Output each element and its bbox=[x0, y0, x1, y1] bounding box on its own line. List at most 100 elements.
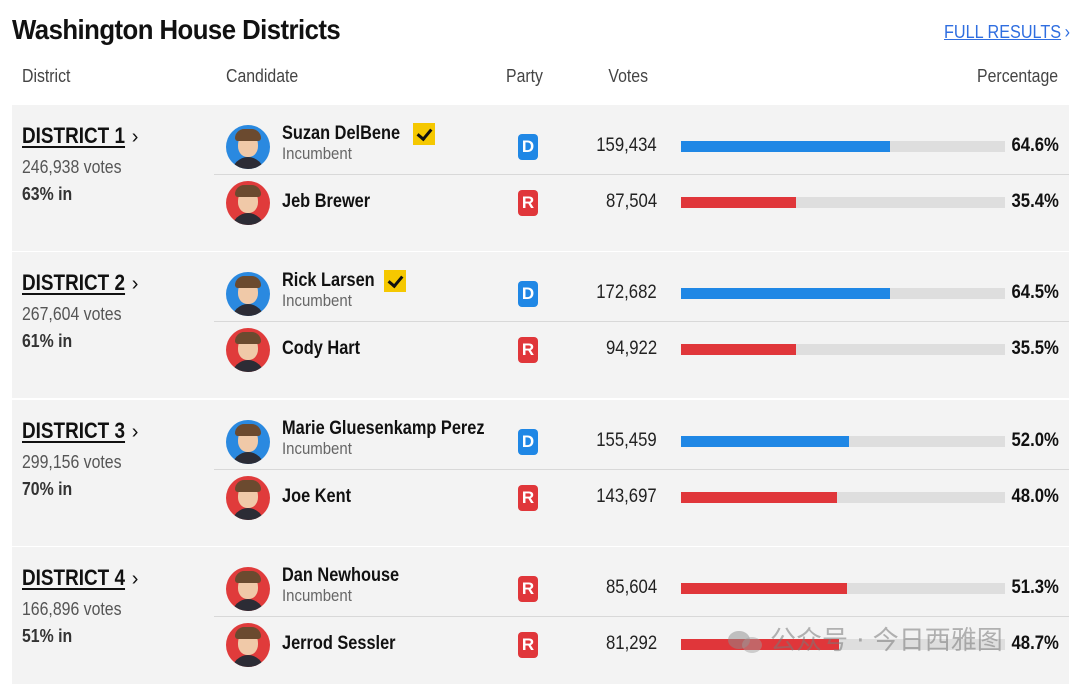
candidate-percentage: 64.5% bbox=[1011, 282, 1059, 303]
candidate-info: Joe Kent bbox=[282, 486, 362, 508]
chevron-right-icon: › bbox=[131, 568, 139, 590]
vote-share-fill bbox=[681, 141, 891, 152]
candidate-row: Marie Gluesenkamp Perez Incumbent D 155,459… bbox=[214, 414, 1069, 470]
district-block: DISTRICT 2 › 267,604 votes 61% in Rick Larse… bbox=[12, 252, 1069, 398]
candidate-percentage: 64.6% bbox=[1011, 135, 1059, 156]
district-link[interactable]: DISTRICT 1 › bbox=[22, 123, 222, 149]
candidate-photo bbox=[226, 420, 270, 464]
vote-share-bar bbox=[681, 344, 1005, 355]
watermark-text: 公众号 · 今日西雅图 bbox=[770, 626, 1003, 656]
district-total-votes: 299,156 votes bbox=[22, 452, 122, 472]
chevron-right-icon: › bbox=[131, 126, 139, 148]
column-header-candidate: Candidate bbox=[226, 66, 299, 86]
district-name: DISTRICT 4 bbox=[22, 565, 126, 590]
candidate-votes: 143,697 bbox=[596, 486, 657, 507]
vote-share-bar bbox=[681, 639, 1005, 650]
watermark: 公众号 · 今日西雅图 bbox=[728, 620, 1003, 657]
candidate-name: Cody Hart bbox=[282, 338, 361, 359]
candidate-votes: 81,292 bbox=[605, 633, 657, 654]
candidate-name: Marie Gluesenkamp Perez bbox=[282, 418, 485, 439]
vote-share-fill bbox=[681, 197, 796, 208]
candidate-name: Suzan DelBene bbox=[282, 123, 401, 144]
district-link[interactable]: DISTRICT 4 › bbox=[22, 565, 222, 591]
full-results-link[interactable]: FULL RESULTS › bbox=[944, 22, 1070, 43]
vote-share-bar bbox=[681, 436, 1005, 447]
candidate-percentage: 35.5% bbox=[1011, 338, 1059, 359]
vote-share-bar bbox=[681, 141, 1005, 152]
candidate-row: Suzan DelBene Incumbent D 159,434 64.6% bbox=[214, 119, 1069, 175]
page-header: Washington House Districts FULL RESULTS › bbox=[12, 14, 1070, 50]
candidate-percentage: 52.0% bbox=[1011, 430, 1059, 451]
candidate-status: Incumbent bbox=[282, 439, 352, 458]
candidate-percentage: 48.0% bbox=[1011, 486, 1059, 507]
party-badge: R bbox=[518, 190, 538, 216]
candidate-photo bbox=[226, 623, 270, 667]
winner-check-icon bbox=[383, 270, 406, 292]
candidate-info: Marie Gluesenkamp Perez Incumbent bbox=[282, 418, 518, 459]
full-results-label: FULL RESULTS bbox=[943, 22, 1061, 42]
candidate-name: Dan Newhouse bbox=[282, 565, 400, 586]
candidate-row: Jeb Brewer R 87,504 35.4% bbox=[214, 175, 1069, 231]
party-badge: D bbox=[518, 281, 538, 307]
vote-share-fill bbox=[681, 492, 837, 503]
candidate-status: Incumbent bbox=[282, 144, 352, 163]
column-header-percentage: Percentage bbox=[976, 66, 1058, 86]
candidate-info: Cody Hart bbox=[282, 338, 373, 360]
candidate-votes: 94,922 bbox=[605, 338, 657, 359]
chevron-right-icon: › bbox=[1064, 22, 1070, 42]
vote-share-bar bbox=[681, 197, 1005, 208]
district-name: DISTRICT 1 bbox=[22, 123, 126, 148]
candidate-name: Jeb Brewer bbox=[282, 191, 371, 212]
candidate-photo bbox=[226, 476, 270, 520]
district-reporting: 61% in bbox=[22, 331, 73, 351]
district-total-votes: 246,938 votes bbox=[22, 157, 122, 177]
vote-share-bar bbox=[681, 492, 1005, 503]
candidate-votes: 159,434 bbox=[596, 135, 657, 156]
page-title: Washington House Districts bbox=[12, 14, 341, 45]
candidate-row: Cody Hart R 94,922 35.5% bbox=[214, 322, 1069, 378]
party-badge: R bbox=[518, 576, 538, 602]
candidate-votes: 155,459 bbox=[596, 430, 657, 451]
candidate-name: Rick Larsen bbox=[282, 270, 375, 291]
candidate-info: Suzan DelBene Incumbent bbox=[282, 123, 436, 164]
district-link[interactable]: DISTRICT 3 › bbox=[22, 418, 222, 444]
district-summary: DISTRICT 4 › 166,896 votes 51% in bbox=[22, 565, 222, 647]
candidate-photo bbox=[226, 328, 270, 372]
vote-share-fill bbox=[681, 639, 839, 650]
column-headers: District Candidate Party Votes Percentag… bbox=[0, 66, 1080, 94]
candidate-name: Joe Kent bbox=[282, 486, 352, 507]
candidate-photo bbox=[226, 181, 270, 225]
candidate-info: Jeb Brewer bbox=[282, 191, 384, 213]
district-block: DISTRICT 4 › 166,896 votes 51% in Dan Newhou… bbox=[12, 547, 1069, 684]
candidate-name: Jerrod Sessler bbox=[282, 633, 396, 654]
district-summary: DISTRICT 3 › 299,156 votes 70% in bbox=[22, 418, 222, 500]
candidate-percentage: 35.4% bbox=[1011, 191, 1059, 212]
district-total-votes: 166,896 votes bbox=[22, 599, 122, 619]
candidate-row: Dan Newhouse Incumbent R 85,604 51.3% bbox=[214, 561, 1069, 617]
candidate-photo bbox=[226, 567, 270, 611]
party-badge: R bbox=[518, 337, 538, 363]
vote-share-bar bbox=[681, 288, 1005, 299]
candidate-status: Incumbent bbox=[282, 586, 352, 605]
district-summary: DISTRICT 2 › 267,604 votes 61% in bbox=[22, 270, 222, 352]
candidate-votes: 172,682 bbox=[596, 282, 657, 303]
district-reporting: 51% in bbox=[22, 626, 73, 646]
candidate-percentage: 48.7% bbox=[1011, 633, 1059, 654]
district-link[interactable]: DISTRICT 2 › bbox=[22, 270, 222, 296]
candidate-row: Jerrod Sessler R 81,292 48.7% bbox=[214, 617, 1069, 673]
party-badge: R bbox=[518, 485, 538, 511]
candidate-row: Joe Kent R 143,697 48.0% bbox=[214, 470, 1069, 526]
party-badge: D bbox=[518, 134, 538, 160]
column-header-district: District bbox=[22, 66, 71, 86]
district-block: DISTRICT 3 › 299,156 votes 70% in Marie Glue… bbox=[12, 400, 1069, 546]
candidate-votes: 87,504 bbox=[605, 191, 657, 212]
candidate-photo bbox=[226, 125, 270, 169]
vote-share-fill bbox=[681, 583, 848, 594]
candidate-votes: 85,604 bbox=[605, 577, 657, 598]
vote-share-fill bbox=[681, 288, 890, 299]
vote-share-bar bbox=[681, 583, 1005, 594]
candidate-info: Rick Larsen Incumbent bbox=[282, 270, 406, 311]
candidate-info: Dan Newhouse Incumbent bbox=[282, 565, 418, 606]
chevron-right-icon: › bbox=[131, 421, 139, 443]
column-header-party: Party bbox=[506, 66, 543, 86]
